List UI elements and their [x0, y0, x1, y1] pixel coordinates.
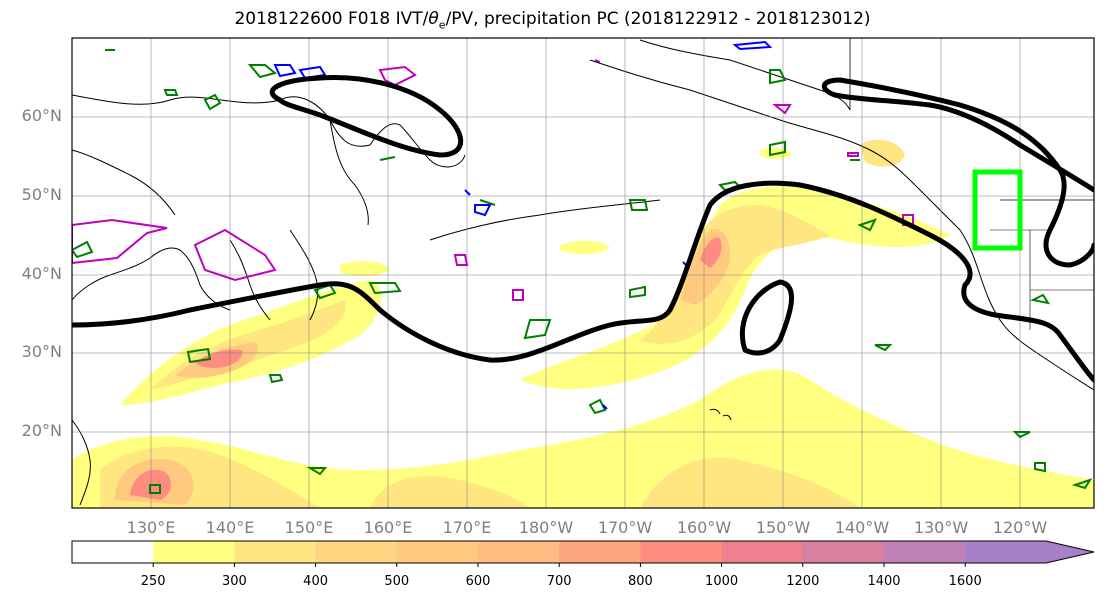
- lat-label: 30°N: [21, 342, 62, 361]
- colorbar-tick-label: 300: [221, 574, 247, 589]
- map-title: 2018122600 F018 IVT/θe/PV, precipitation…: [234, 9, 871, 32]
- precip-region-box: [972, 169, 1023, 251]
- pv-contours-blue: [273, 40, 773, 410]
- lat-label: 20°N: [21, 421, 62, 440]
- colorbar-tick-label: 1600: [948, 574, 982, 589]
- lon-label: 160°E: [363, 518, 413, 537]
- colorbar-tick-label: 700: [546, 574, 572, 589]
- pv-contours-magenta: [72, 59, 914, 301]
- lon-label: 160°W: [676, 518, 732, 537]
- lon-label: 170°E: [442, 518, 492, 537]
- lon-label: 180°W: [518, 518, 574, 537]
- lon-label: 130°E: [126, 518, 176, 537]
- colorbar-tick-label: 800: [627, 574, 653, 589]
- lon-label: 170°W: [597, 518, 653, 537]
- lat-label: 60°N: [21, 106, 62, 125]
- colorbar-tick-label: 1400: [867, 574, 901, 589]
- lon-label: 140°E: [205, 518, 255, 537]
- lat-label: 50°N: [21, 185, 62, 204]
- colorbar-tick-label: 250: [140, 574, 166, 589]
- lat-label: 40°N: [21, 264, 62, 283]
- lon-label: 150°E: [284, 518, 334, 537]
- lon-label: 150°W: [755, 518, 811, 537]
- lon-label: 130°W: [913, 518, 969, 537]
- theta-e-contour: [72, 75, 1094, 383]
- colorbar-tick-label: 400: [303, 574, 328, 589]
- colorbar-tick-label: 1000: [705, 574, 739, 589]
- colorbar-tick-label: 1200: [786, 574, 820, 589]
- colorbar-tick-label: 600: [465, 574, 491, 589]
- gridlines: [72, 38, 1094, 508]
- colorbar-tick-label: 500: [384, 574, 410, 589]
- pv-contours-green: [72, 49, 1093, 494]
- lon-label: 120°W: [992, 518, 1048, 537]
- map-frame: [71, 37, 1095, 509]
- lon-label: 140°W: [834, 518, 890, 537]
